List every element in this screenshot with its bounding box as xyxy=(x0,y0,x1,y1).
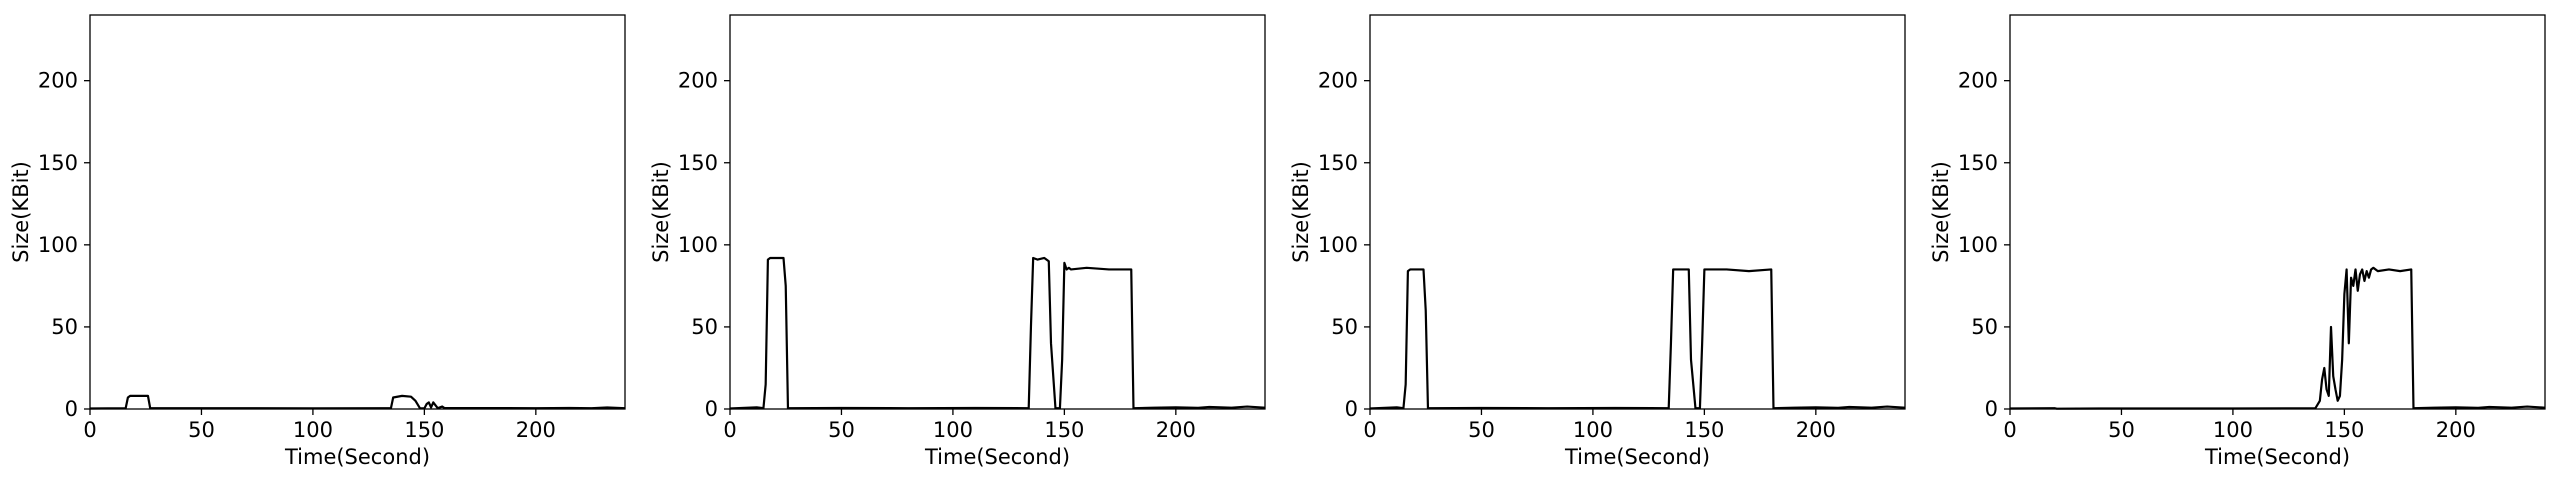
y-tick-label: 50 xyxy=(51,315,78,339)
plot-frame xyxy=(1369,14,1906,410)
y-tick-label: 200 xyxy=(678,69,718,93)
x-tick-label: 50 xyxy=(1468,418,1495,442)
y-tick-label: 200 xyxy=(1958,69,1998,93)
y-tick-label: 0 xyxy=(65,397,78,421)
x-tick-label: 0 xyxy=(723,418,736,442)
y-tick-label: 50 xyxy=(1971,315,1998,339)
x-tick-label: 50 xyxy=(188,418,215,442)
x-tick-label: 50 xyxy=(2108,418,2135,442)
y-tick-label: 0 xyxy=(1985,397,1998,421)
y-tick-label: 150 xyxy=(678,151,718,175)
y-axis-label: Size(KBit) xyxy=(649,161,673,263)
y-axis-label: Size(KBit) xyxy=(1929,161,1953,263)
series-line xyxy=(729,256,1266,410)
y-tick-label: 100 xyxy=(38,233,78,257)
x-tick-label: 200 xyxy=(1156,418,1196,442)
x-tick-label: 150 xyxy=(404,418,444,442)
y-axis-label: Size(KBit) xyxy=(9,161,33,263)
series-line xyxy=(2009,266,2546,410)
x-tick-label: 50 xyxy=(828,418,855,442)
x-tick-label: 100 xyxy=(933,418,973,442)
chart-panel-1: 0 50 100 150 200 0 50 100 150 200 Time(Second) Size… xyxy=(9,14,626,469)
series-line xyxy=(89,394,626,410)
x-tick-label: 200 xyxy=(516,418,556,442)
x-axis-label: Time(Second) xyxy=(1564,445,1710,469)
plot-frame xyxy=(729,14,1266,410)
y-tick-label: 100 xyxy=(678,233,718,257)
y-tick-label: 50 xyxy=(1331,315,1358,339)
x-tick-label: 200 xyxy=(2436,418,2476,442)
y-tick-label: 0 xyxy=(1345,397,1358,421)
y-tick-label: 150 xyxy=(38,151,78,175)
y-tick-label: 200 xyxy=(1318,69,1358,93)
y-tick-label: 150 xyxy=(1958,151,1998,175)
x-axis-label: Time(Second) xyxy=(924,445,1070,469)
series-line xyxy=(1369,268,1906,410)
y-tick-label: 150 xyxy=(1318,151,1358,175)
x-tick-label: 100 xyxy=(1573,418,1613,442)
y-tick-label: 50 xyxy=(691,315,718,339)
x-tick-label: 150 xyxy=(1044,418,1084,442)
x-tick-label: 150 xyxy=(2324,418,2364,442)
y-axis-label: Size(KBit) xyxy=(1289,161,1313,263)
x-tick-label: 100 xyxy=(2213,418,2253,442)
y-tick-label: 200 xyxy=(38,69,78,93)
x-axis-label: Time(Second) xyxy=(2204,445,2350,469)
chart-panel-3: 0 50 100 150 200 0 50 100 150 200 Time(Second) Size… xyxy=(1289,14,1906,469)
x-axis-label: Time(Second) xyxy=(284,445,430,469)
chart-panel-4: 0 50 100 150 200 0 50 100 150 200 Time(Second) Size… xyxy=(1929,14,2546,469)
y-tick-label: 100 xyxy=(1958,233,1998,257)
chart-panel-2: 0 50 100 150 200 0 50 100 150 200 Time(Second) Size… xyxy=(649,14,1266,469)
y-tick-label: 0 xyxy=(705,397,718,421)
x-tick-label: 150 xyxy=(1684,418,1724,442)
plot-frame xyxy=(2009,14,2546,410)
x-tick-label: 0 xyxy=(83,418,96,442)
x-tick-label: 200 xyxy=(1796,418,1836,442)
x-tick-label: 100 xyxy=(293,418,333,442)
x-tick-label: 0 xyxy=(2003,418,2016,442)
y-tick-label: 100 xyxy=(1318,233,1358,257)
plot-frame xyxy=(89,14,626,410)
x-tick-label: 0 xyxy=(1363,418,1376,442)
